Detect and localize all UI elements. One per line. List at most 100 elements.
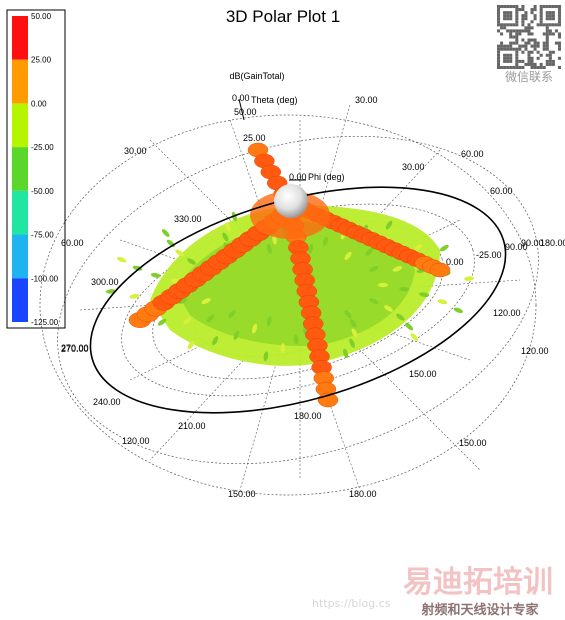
qr-module: [503, 26, 507, 30]
qr-module: [551, 17, 555, 21]
qr-module: [530, 59, 534, 63]
qr-module: [509, 47, 513, 51]
qr-module: [506, 11, 510, 15]
colorbar-tick-label: -125.00: [31, 318, 59, 327]
qr-module: [548, 17, 552, 21]
qr-module: [509, 17, 513, 21]
phi-tick-label: 30.00: [402, 162, 425, 172]
qr-module: [533, 41, 537, 45]
phi-tick-label: 300.00: [91, 277, 119, 287]
outer-tick-label: 60.00: [61, 238, 84, 248]
qr-module: [509, 53, 513, 57]
qr-module: [506, 23, 510, 27]
qr-module: [533, 17, 537, 21]
qr-module: [551, 50, 555, 54]
qr-module: [533, 65, 537, 69]
qr-module: [503, 17, 507, 21]
qr-module: [530, 38, 534, 42]
colorbar-tick-label: 25.00: [31, 56, 52, 65]
qr-module: [497, 14, 501, 18]
qr-module: [497, 56, 501, 60]
qr-module: [530, 50, 534, 54]
qr-module: [542, 44, 546, 48]
qr-module: [548, 32, 552, 36]
pattern-sidelobe: [157, 318, 167, 326]
qr-module: [515, 20, 519, 24]
qr-module: [506, 65, 510, 69]
pattern-sidelobe: [365, 247, 374, 256]
outer-theta-ring: [89, 186, 507, 414]
qr-module: [497, 29, 501, 33]
qr-module: [548, 53, 552, 57]
qr-module: [533, 8, 537, 12]
qr-module: [545, 29, 549, 33]
qr-module: [548, 59, 552, 63]
qr-module: [518, 44, 522, 48]
qr-module: [506, 44, 510, 48]
qr-module: [545, 32, 549, 36]
qr-module: [524, 29, 528, 33]
qr-module: [545, 41, 549, 45]
pattern-sidelobe: [437, 299, 448, 305]
qr-module: [524, 14, 528, 18]
qr-module: [545, 62, 549, 66]
qr-module: [515, 23, 519, 27]
qr-module: [533, 47, 537, 51]
qr-module: [518, 8, 522, 12]
qr-module: [557, 14, 561, 18]
qr-module: [530, 62, 534, 66]
qr-module: [506, 29, 510, 33]
qr-module: [548, 11, 552, 15]
url-watermark: https://blog.cs: [312, 597, 391, 610]
colorbar-swatch: [12, 16, 28, 60]
qr-module: [503, 5, 507, 9]
theta-tick-label: 180.00: [349, 489, 377, 499]
qr-module: [542, 47, 546, 51]
qr-module: [539, 65, 543, 69]
qr-module: [539, 20, 543, 24]
qr-module: [497, 5, 501, 9]
qr-module: [539, 23, 543, 27]
qr-module: [536, 50, 540, 54]
qr-module: [539, 8, 543, 12]
qr-module: [515, 35, 519, 39]
qr-module: [506, 5, 510, 9]
pattern-sidelobe: [349, 318, 357, 328]
chart-title: 3D Polar Plot 1: [226, 7, 340, 26]
pattern-sidelobe: [212, 336, 219, 346]
radiation-pattern-surface: [105, 142, 475, 408]
qr-module: [503, 11, 507, 15]
pattern-sidelobe: [187, 258, 196, 265]
qr-module: [536, 65, 540, 69]
qr-module: [533, 38, 537, 42]
qr-module: [539, 14, 543, 18]
pattern-sidelobe: [392, 266, 403, 272]
radial-tick-label: 50.00: [234, 107, 257, 117]
qr-module: [536, 44, 540, 48]
theta-tick-label: 120.00: [521, 346, 549, 356]
qr-module: [515, 29, 519, 33]
pattern-sidelobe: [378, 282, 388, 288]
qr-module: [557, 41, 561, 45]
quantity-label: dB(GainTotal): [229, 71, 284, 81]
qr-module: [527, 29, 531, 33]
phi-tick-label: 270.00: [61, 344, 89, 354]
qr-module: [506, 47, 510, 51]
theta-zero-label: 0.00: [232, 93, 250, 103]
qr-module: [557, 44, 561, 48]
qr-module: [509, 59, 513, 63]
pattern-sidelobe: [183, 317, 192, 325]
qr-module: [524, 17, 528, 21]
qr-module: [512, 5, 516, 9]
pattern-sidelobe: [369, 298, 379, 305]
qr-module: [521, 38, 525, 42]
theta-tick-label: 60.00: [461, 149, 484, 159]
qr-module: [521, 65, 525, 69]
qr-module: [530, 8, 534, 12]
qr-module: [515, 8, 519, 12]
qr-module: [509, 56, 513, 60]
qr-module: [536, 56, 540, 60]
pattern-sidelobe: [342, 348, 349, 359]
